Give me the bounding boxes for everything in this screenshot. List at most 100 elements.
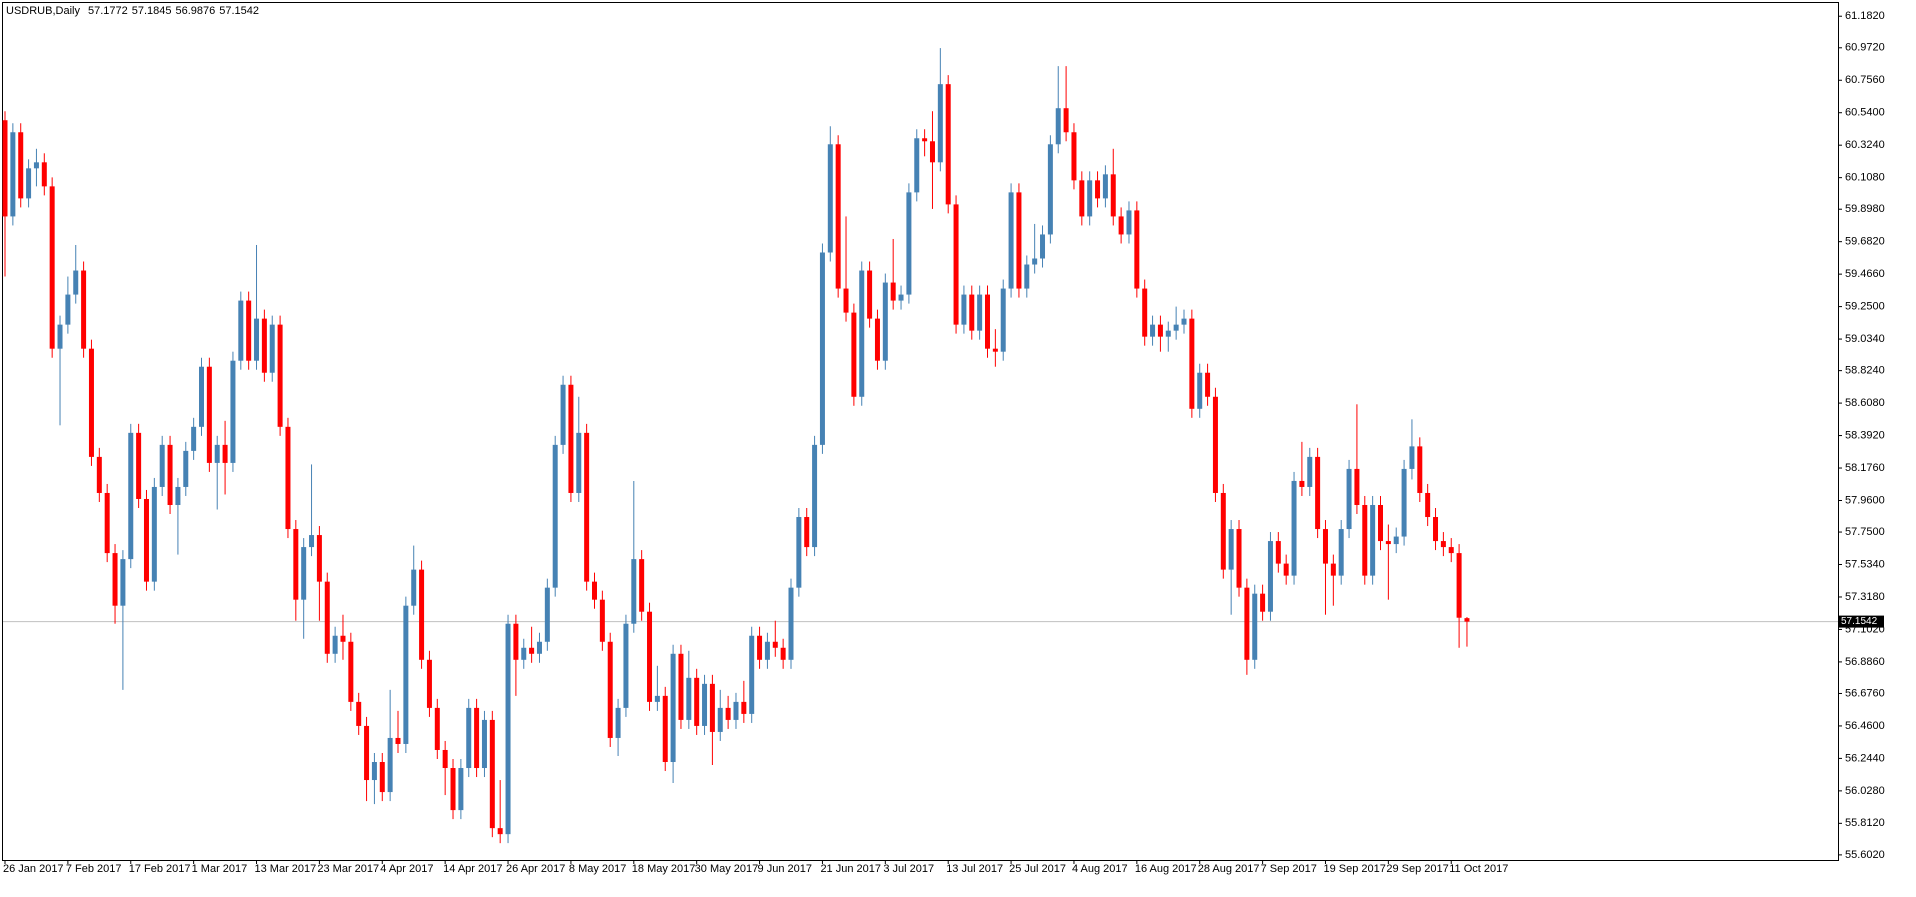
candle-body (702, 683, 708, 726)
candle-body (1385, 541, 1391, 545)
candles (2, 48, 1470, 844)
candle-body (285, 426, 291, 530)
candle-body (1464, 618, 1470, 622)
candle-body (222, 444, 228, 463)
price-label: 57.1542 (1841, 616, 1878, 627)
plot-frame (2, 2, 1839, 861)
candle-body (1165, 330, 1171, 337)
candle-body (592, 581, 597, 600)
candle-body (1448, 547, 1454, 554)
candle-body (780, 647, 786, 660)
candle-body (348, 641, 354, 702)
candle-body (1409, 446, 1415, 469)
candle-body (73, 270, 79, 295)
candle-body (1283, 563, 1289, 576)
y-tick-label: 56.0280 (1845, 785, 1885, 797)
candle-body (1236, 529, 1242, 588)
candle-body (458, 768, 464, 811)
x-tick-label: 9 Jun 2017 (758, 863, 812, 875)
candle-body (615, 707, 621, 738)
y-tick-label: 59.6820 (1845, 236, 1885, 248)
x-tick-label: 8 May 2017 (569, 863, 626, 875)
candle-body (552, 444, 558, 588)
candle-body (1173, 324, 1179, 331)
x-tick-label: 25 Jul 2017 (1009, 863, 1066, 875)
candle-body (654, 695, 660, 702)
x-tick-label: 3 Jul 2017 (883, 863, 934, 875)
x-tick-label: 13 Mar 2017 (255, 863, 317, 875)
candle-body (364, 725, 370, 781)
y-tick-label: 57.5340 (1845, 558, 1885, 570)
candle-body (1362, 504, 1368, 576)
candle-body (796, 517, 802, 588)
candle-body (309, 535, 315, 548)
candle-body (324, 581, 330, 654)
candle-body (301, 547, 307, 600)
candle-body (1212, 396, 1218, 493)
y-tick-label: 56.2440 (1845, 752, 1885, 764)
header-low: 56.9876 (176, 5, 216, 17)
candle-body (481, 719, 487, 769)
y-tick-label: 58.6080 (1845, 397, 1885, 409)
y-tick-label: 55.8120 (1845, 817, 1885, 829)
candle-body (497, 828, 503, 835)
x-tick-label: 7 Sep 2017 (1261, 863, 1317, 875)
candle-body (969, 294, 975, 331)
candle-body (1267, 541, 1273, 612)
x-tick-label: 1 Mar 2017 (192, 863, 248, 875)
candle-body (1401, 468, 1407, 537)
candle-body (859, 270, 865, 397)
candle-body (1024, 264, 1030, 289)
candle-body (387, 737, 393, 793)
candle-body (1228, 529, 1234, 570)
candle-body (851, 312, 857, 397)
candle-body (379, 762, 385, 793)
candle-body (175, 486, 181, 505)
x-tick-label: 7 Feb 2017 (66, 863, 122, 875)
candle-body (371, 762, 377, 781)
candle-body (143, 498, 149, 582)
candle-body (764, 641, 770, 660)
candle-body (1346, 468, 1352, 530)
candle-body (929, 141, 935, 163)
y-tick-label: 60.1080 (1845, 172, 1885, 184)
candle-body (41, 162, 47, 187)
candle-body (882, 282, 888, 361)
candle-body (316, 535, 322, 582)
y-tick-label: 61.1820 (1845, 10, 1885, 22)
candle-body (867, 270, 873, 319)
candle-body (1087, 180, 1093, 217)
candle-body (356, 701, 362, 726)
candle-body (1244, 587, 1250, 660)
candle-body (1322, 529, 1328, 564)
x-tick-label: 4 Apr 2017 (380, 863, 433, 875)
candle-body (1291, 480, 1297, 576)
y-tick-label: 58.1760 (1845, 462, 1885, 474)
candle-body (246, 300, 252, 361)
candle-body (898, 294, 904, 301)
candle-body (277, 324, 283, 427)
candle-body (906, 192, 912, 295)
candle-body (112, 553, 118, 606)
header-high: 57.1845 (132, 5, 172, 17)
x-tick-label: 11 Oct 2017 (1449, 863, 1508, 875)
candle-body (96, 456, 102, 493)
candle-body (953, 204, 959, 325)
x-tick-label: 28 Aug 2017 (1198, 863, 1260, 875)
y-tick-label: 55.6020 (1845, 849, 1885, 861)
candle-body (1425, 492, 1431, 518)
candle-body (1095, 180, 1101, 199)
candle-body (1016, 192, 1022, 289)
candle-body (120, 559, 126, 606)
candle-body (749, 635, 755, 714)
candle-body (1433, 517, 1439, 542)
candle-body (1315, 456, 1321, 530)
candle-body (183, 450, 189, 487)
candle-body (88, 348, 94, 457)
candle-body (489, 719, 495, 829)
candle-body (544, 587, 550, 642)
candle-body (1189, 318, 1195, 409)
candle-body (159, 444, 165, 487)
candle-body (709, 683, 715, 732)
